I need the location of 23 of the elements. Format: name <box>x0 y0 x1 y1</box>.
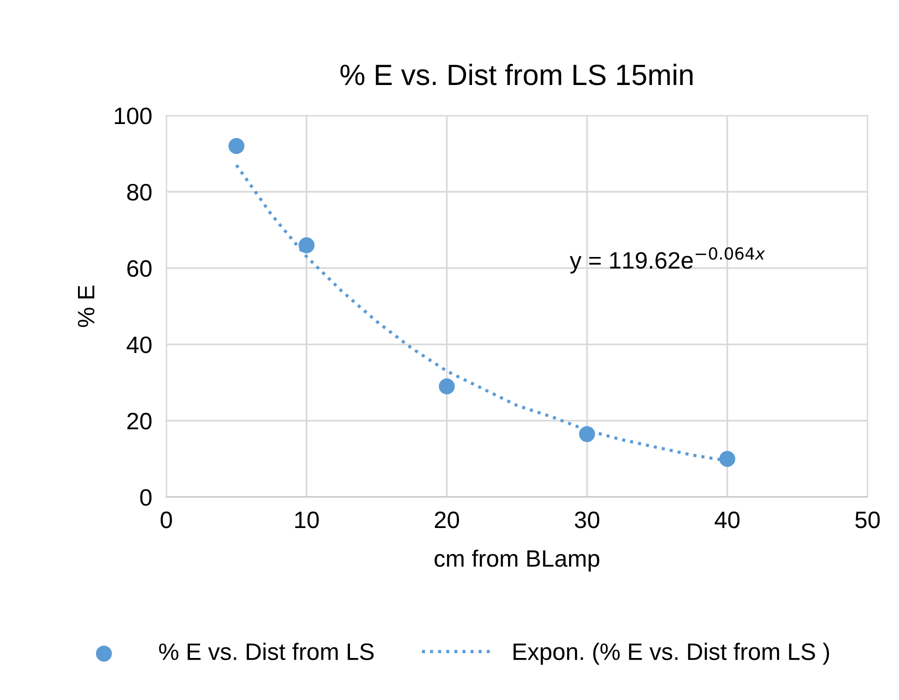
x-tick-label: 20 <box>434 512 460 528</box>
point <box>298 237 315 254</box>
x-axis-title: cm from BLamp <box>434 550 600 572</box>
y-tick-label: 100 <box>114 108 152 124</box>
x-tick-label: 50 <box>855 512 880 528</box>
chart-title: % E vs. Dist from LS 15min <box>340 64 693 86</box>
point <box>719 450 736 467</box>
x-tick-label: 0 <box>160 512 172 528</box>
y-tick-label: 60 <box>127 260 152 277</box>
x-tick-label: 30 <box>574 512 600 528</box>
y-tick-label: 20 <box>127 412 152 430</box>
point <box>228 138 244 154</box>
y-axis-title: % E <box>78 286 94 328</box>
annotation: y = 119.62e$^{−0.064x}$ <box>570 247 766 274</box>
point <box>579 426 596 442</box>
legend-label: Expon. (% E vs. Dist from LS ) <box>514 642 830 665</box>
y-tick-label: 0 <box>140 489 152 506</box>
legend-label: % E vs. Dist from LS <box>159 642 374 660</box>
x-tick-label: 40 <box>714 512 740 528</box>
point <box>438 378 455 394</box>
y-tick-label: 40 <box>126 336 152 354</box>
y-tick-label: 80 <box>127 184 152 201</box>
x-tick-label: 10 <box>295 512 319 528</box>
